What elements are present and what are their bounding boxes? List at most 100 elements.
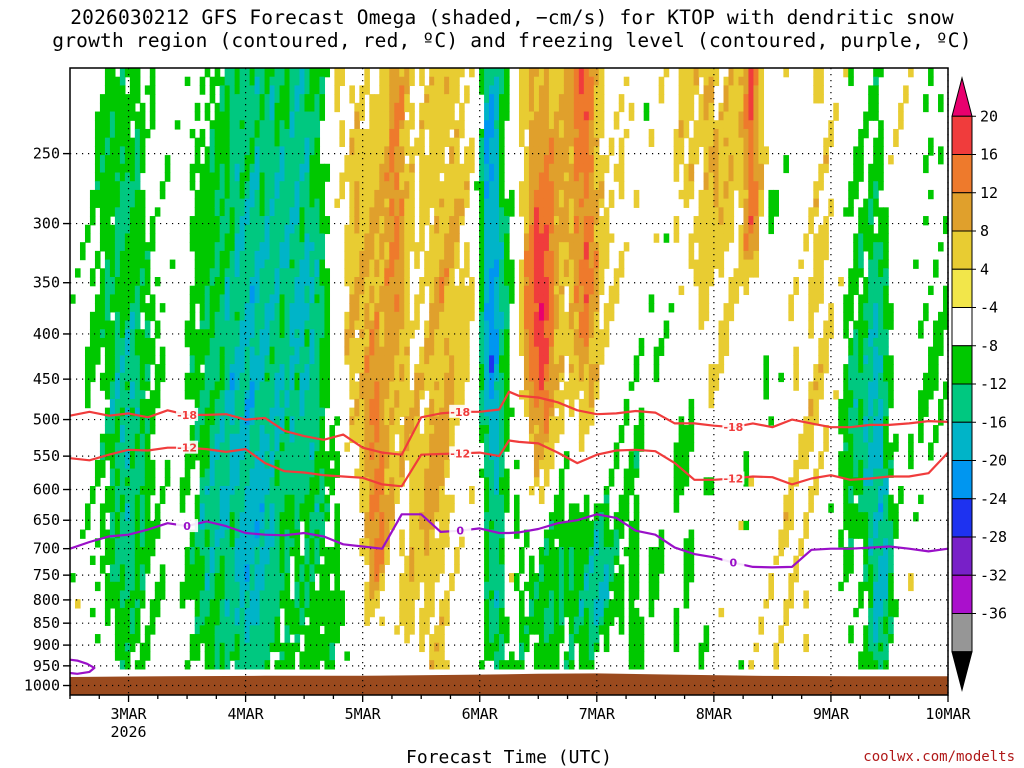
omega-cell: [144, 442, 151, 452]
omega-cell: [404, 616, 410, 626]
omega-cell: [229, 233, 236, 243]
omega-cell: [429, 407, 435, 417]
omega-cell: [274, 355, 281, 365]
omega-cell: [129, 520, 136, 531]
omega-cell: [209, 520, 216, 531]
omega-cell: [314, 442, 321, 452]
omega-cell: [429, 198, 435, 208]
omega-cell: [444, 181, 450, 191]
omega-cell: [219, 416, 226, 426]
omega-cell: [489, 94, 495, 104]
omega-cell: [289, 155, 296, 165]
omega-cell: [384, 303, 390, 313]
omega-cell: [533, 329, 540, 339]
omega-cell: [129, 451, 136, 461]
omega-cell: [439, 364, 445, 374]
omega-cell: [289, 381, 296, 391]
omega-cell: [99, 111, 106, 121]
omega-cell: [543, 303, 550, 313]
omega-cell: [269, 207, 276, 217]
omega-cell: [284, 277, 291, 287]
omega-cell: [289, 468, 296, 478]
omega-cell: [454, 155, 460, 165]
omega-cell: [154, 329, 161, 339]
omega-cell: [444, 425, 450, 435]
omega-cell: [264, 259, 271, 269]
omega-cell: [504, 224, 510, 235]
omega-cell: [429, 111, 435, 121]
omega-cell: [484, 372, 490, 383]
omega-cell: [543, 425, 550, 435]
omega-cell: [214, 155, 221, 165]
omega-cell: [129, 607, 136, 618]
omega-cell: [289, 285, 296, 296]
omega-cell: [304, 329, 311, 339]
omega-cell: [484, 94, 490, 104]
omega-cell: [259, 573, 266, 583]
omega-cell: [553, 546, 560, 557]
omega-cell: [129, 477, 136, 487]
omega-cell: [359, 198, 365, 208]
omega-cell: [274, 207, 281, 217]
omega-cell: [548, 346, 555, 356]
omega-cell: [234, 468, 241, 478]
omega-cell: [494, 172, 500, 182]
omega-cell: [459, 68, 465, 78]
omega-cell: [264, 625, 271, 635]
omega-cell: [499, 425, 505, 435]
omega-cell: [499, 85, 505, 95]
omega-cell: [464, 337, 470, 348]
omega-cell: [299, 346, 306, 356]
omega-cell: [364, 355, 370, 365]
omega-cell: [444, 163, 450, 174]
omega-cell: [359, 494, 365, 505]
omega-cell: [334, 102, 340, 113]
omega-cell: [404, 198, 410, 208]
omega-cell: [119, 416, 126, 426]
omega-cell: [224, 311, 231, 322]
omega-cell: [523, 390, 530, 400]
omega-cell: [104, 137, 111, 147]
omega-cell: [274, 407, 281, 417]
omega-cell: [234, 337, 241, 348]
omega-cell: [249, 634, 256, 644]
omega-cell: [269, 285, 276, 296]
omega-cell: [239, 459, 246, 470]
omega-cell: [449, 250, 455, 261]
omega-cell: [274, 416, 281, 426]
omega-cell: [518, 128, 525, 139]
omega-cell: [533, 68, 540, 78]
omega-cell: [364, 259, 370, 269]
omega-cell: [209, 486, 216, 496]
omega-cell: [329, 442, 335, 452]
omega-cell: [424, 372, 430, 383]
omega-cell: [409, 102, 415, 113]
omega-cell: [194, 564, 201, 574]
omega-cell: [319, 381, 326, 391]
omega-cell: [194, 581, 201, 592]
omega-cell: [279, 242, 286, 252]
omega-cell: [504, 625, 510, 635]
omega-cell: [509, 277, 515, 287]
omega-cell: [369, 590, 375, 600]
omega-cell: [548, 259, 555, 269]
omega-cell: [399, 311, 405, 322]
omega-cell: [299, 416, 306, 426]
omega-cell: [369, 607, 375, 618]
omega-cell: [424, 442, 430, 452]
omega-cell: [394, 311, 400, 322]
omega-cell: [234, 520, 241, 531]
omega-cell: [209, 468, 216, 478]
omega-cell: [184, 329, 191, 339]
omega-cell: [374, 494, 380, 505]
omega-cell: [404, 634, 410, 644]
omega-cell: [479, 128, 485, 139]
omega-cell: [578, 398, 585, 409]
omega-cell: [114, 433, 121, 444]
omega-cell: [369, 128, 375, 139]
omega-cell: [449, 181, 455, 191]
omega-cell: [234, 416, 241, 426]
omega-cell: [484, 407, 490, 417]
omega-cell: [124, 181, 131, 191]
omega-cell: [558, 120, 565, 130]
